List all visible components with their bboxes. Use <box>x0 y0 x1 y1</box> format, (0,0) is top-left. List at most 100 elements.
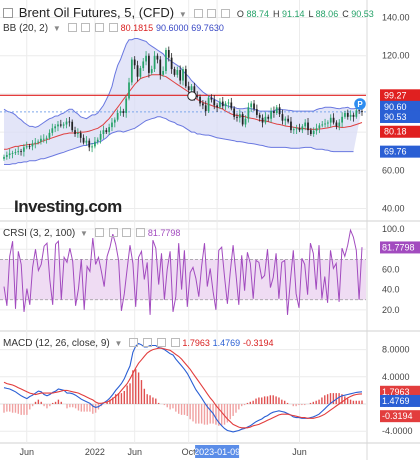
chevron-down-icon[interactable]: ▼ <box>52 24 61 33</box>
candle-body <box>28 146 31 148</box>
x-tick-label: 2022 <box>85 447 105 457</box>
eye-icon[interactable] <box>94 228 104 237</box>
candle-body <box>5 155 8 157</box>
ohlc-l: L 88.06 <box>309 9 339 19</box>
candle-body <box>45 137 48 139</box>
x-tick-label: 2023-01-09 <box>194 447 240 457</box>
price-tag-bg <box>380 100 420 113</box>
candle-body <box>176 70 179 75</box>
chevron-down-icon[interactable]: ▼ <box>178 10 187 19</box>
signal-value: 1.4769 <box>212 338 241 348</box>
candle-body <box>250 103 253 108</box>
y-tick-label: 8.0000 <box>382 345 410 355</box>
candle-body <box>295 128 298 130</box>
macd-value-tag: 1.4769 <box>382 396 410 406</box>
candle-body <box>287 118 290 122</box>
settings-icon[interactable] <box>142 338 152 347</box>
ohlc-key: O <box>236 9 247 19</box>
more-icon[interactable] <box>221 9 231 18</box>
eye-icon[interactable] <box>129 338 139 347</box>
candle-body <box>74 130 76 134</box>
close-icon[interactable] <box>95 23 105 32</box>
close-icon[interactable] <box>122 228 132 237</box>
candle-body <box>136 65 139 77</box>
more-icon[interactable] <box>170 338 180 347</box>
candle-body <box>11 153 14 154</box>
macd-pane[interactable] <box>0 342 366 433</box>
ohlc-o: O 88.74 <box>237 9 269 19</box>
candle-body <box>139 68 142 77</box>
chevron-down-icon[interactable]: ▼ <box>114 339 123 348</box>
candle-body <box>165 50 167 71</box>
candle-body <box>116 113 119 120</box>
settings-icon[interactable] <box>207 9 217 18</box>
candle-body <box>338 122 341 127</box>
chart-header: Brent Oil Futures, 5, (CFD) ▼ O 88.74 H 9… <box>3 5 374 20</box>
candle-body <box>216 105 218 108</box>
candle-body <box>54 126 57 129</box>
candle-body <box>65 121 68 125</box>
candle-body <box>68 121 71 123</box>
candle-body <box>170 57 173 70</box>
candle-body <box>20 151 22 152</box>
close-icon[interactable] <box>156 338 166 347</box>
candle-body <box>111 122 113 128</box>
collapse-square-icon[interactable] <box>3 8 13 18</box>
price-tag-bg <box>380 89 420 102</box>
candle-body <box>349 114 352 117</box>
more-icon[interactable] <box>108 23 118 32</box>
eye-icon[interactable] <box>67 23 77 32</box>
crsi-pane[interactable] <box>0 228 366 315</box>
ohlc-values: O 88.74 H 91.14 L 88.06 C 90.53 <box>233 9 374 20</box>
candle-body <box>76 132 79 134</box>
settings-icon[interactable] <box>108 228 118 237</box>
candle-body <box>270 111 272 119</box>
ohlc-key: C <box>342 9 352 19</box>
candle-body <box>8 153 11 155</box>
settings-icon[interactable] <box>81 23 91 32</box>
candle-body <box>79 132 82 138</box>
candle-body <box>278 107 281 115</box>
candle-body <box>3 156 5 159</box>
chevron-down-icon[interactable]: ▼ <box>80 229 88 238</box>
candle-body <box>162 71 164 75</box>
price-pane[interactable] <box>0 38 366 165</box>
candle-body <box>133 59 136 66</box>
crsi-label: CRSI (3, 2, 100) <box>3 228 76 239</box>
candle-body <box>358 110 361 112</box>
y-tick-label: 60.00 <box>382 165 405 175</box>
candle-body <box>17 151 20 153</box>
x-tick-label: Jun <box>19 447 34 457</box>
x-tick-label: Oct <box>182 447 197 457</box>
bb-legend: BB (20, 2) ▼ 80.1815 90.6000 69.7630 <box>3 23 224 34</box>
more-icon[interactable] <box>136 228 146 237</box>
candle-body <box>253 103 255 110</box>
candle-body <box>292 129 295 131</box>
candle-body <box>182 69 184 81</box>
chart-overlay: P <box>187 91 366 110</box>
bb-label: BB (20, 2) <box>3 23 49 34</box>
candle-body <box>23 147 25 152</box>
macd-tag-bg <box>380 385 420 398</box>
candle-body <box>244 118 247 125</box>
ohlc-value: 90.53 <box>351 9 374 19</box>
candle-body <box>210 97 213 100</box>
macd-value-tag: -0.3194 <box>382 411 413 421</box>
candle-body <box>238 114 241 118</box>
candle-body <box>327 122 329 124</box>
candle-body <box>25 146 28 148</box>
eye-icon[interactable] <box>193 9 203 18</box>
candle-body <box>48 132 51 138</box>
candle-body <box>318 125 321 129</box>
price-tag: 99.27 <box>384 90 407 100</box>
candle-body <box>91 146 93 148</box>
macd-legend: MACD (12, 26, close, 9) ▼ 1.7963 1.4769 … <box>3 338 273 349</box>
crsi-legend: CRSI (3, 2, 100) ▼ 81.7798 <box>3 228 180 239</box>
crsi-value-tag: 81.7798 <box>382 242 415 252</box>
candle-body <box>267 116 270 119</box>
bb-value-1: 80.1815 <box>120 23 154 33</box>
candle-body <box>34 142 37 144</box>
macd-value: 1.7963 <box>182 338 210 348</box>
